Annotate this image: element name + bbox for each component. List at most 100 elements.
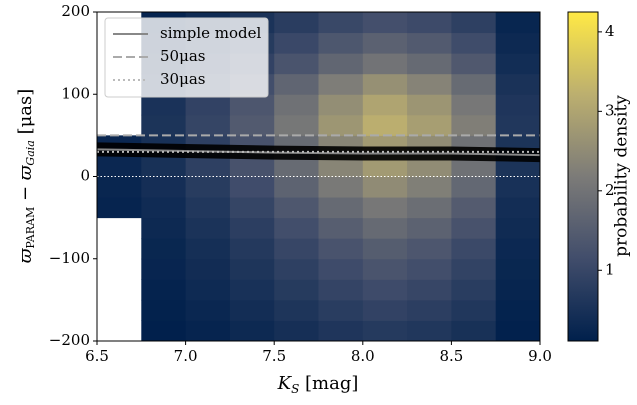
heatmap-cell xyxy=(495,114,541,136)
heatmap-cell xyxy=(362,12,408,34)
heatmap-cell xyxy=(407,32,452,54)
heatmap-cell xyxy=(141,197,187,219)
heatmap-cell xyxy=(318,94,364,116)
heatmap-cell xyxy=(141,258,187,280)
heatmap-cell xyxy=(362,53,408,75)
heatmap-cell xyxy=(274,53,319,75)
heatmap-cell xyxy=(274,155,319,177)
series-line xyxy=(96,148,541,157)
heatmap-cell xyxy=(407,176,452,198)
heatmap-cell xyxy=(274,12,319,34)
heatmap-cell xyxy=(407,155,452,177)
heatmap-cell xyxy=(274,73,319,95)
heatmap-cell xyxy=(185,176,231,198)
y-tick-label: 100 xyxy=(61,84,90,102)
colorbar-tick-label: 4 xyxy=(605,22,615,40)
heatmap-cell xyxy=(451,53,497,75)
x-tick-label: 8.5 xyxy=(439,347,463,365)
heatmap-cell xyxy=(407,258,452,280)
heatmap-cell xyxy=(185,217,231,239)
heatmap-cell xyxy=(229,114,275,136)
heatmap-cell xyxy=(451,12,497,34)
heatmap-cell xyxy=(495,238,541,260)
heatmap-cell xyxy=(407,299,452,321)
heatmap-cell xyxy=(274,94,319,116)
heatmap-cell xyxy=(362,176,408,198)
heatmap-cell xyxy=(451,217,497,239)
heatmap-cell xyxy=(229,217,275,239)
heatmap-cell xyxy=(229,238,275,260)
heatmap-cell xyxy=(318,12,364,34)
x-tick-label: 8.0 xyxy=(351,347,375,365)
heatmap-cell xyxy=(495,73,541,95)
heatmap-cell xyxy=(495,217,541,239)
legend-label: 50μas xyxy=(160,47,205,65)
heatmap-cell xyxy=(274,299,319,321)
heatmap-cell xyxy=(451,320,497,342)
heatmap-cell xyxy=(362,258,408,280)
x-tick-label: 7.0 xyxy=(174,347,198,365)
colorbar-tick-label: 1 xyxy=(605,260,615,278)
heatmap-cell xyxy=(451,73,497,95)
heatmap-cell xyxy=(274,114,319,136)
heatmap-cell xyxy=(362,114,408,136)
heatmap-cell xyxy=(229,279,275,301)
heatmap-cell xyxy=(185,155,231,177)
heatmap-cell xyxy=(451,155,497,177)
heatmap-cell xyxy=(318,258,364,280)
heatmap-cell xyxy=(141,320,187,342)
y-tick-label: −200 xyxy=(49,331,90,349)
heatmap-cell xyxy=(141,155,187,177)
heatmap-cell xyxy=(97,197,142,219)
heatmap-cell xyxy=(407,12,452,34)
heatmap-cell xyxy=(451,114,497,136)
heatmap-cell xyxy=(318,238,364,260)
heatmap-cell xyxy=(141,176,187,198)
heatmap-cell xyxy=(318,32,364,54)
heatmap-cell xyxy=(407,114,452,136)
colorbar-label: probability density xyxy=(612,95,632,257)
heatmap-cell xyxy=(495,197,541,219)
heatmap-cell xyxy=(495,12,541,34)
heatmap-cell xyxy=(185,258,231,280)
heatmap-cell xyxy=(318,320,364,342)
heatmap-cell xyxy=(229,197,275,219)
heatmap-cell xyxy=(185,94,231,116)
heatmap-cell xyxy=(274,32,319,54)
heatmap-cell xyxy=(185,279,231,301)
colorbar-tick-label: 3 xyxy=(605,101,615,119)
heatmap-cell xyxy=(495,32,541,54)
y-tick-label: 0 xyxy=(80,167,90,185)
x-axis-label: KS [mag] xyxy=(277,373,359,396)
heatmap-cell xyxy=(318,73,364,95)
heatmap-cell xyxy=(407,197,452,219)
heatmap-cell xyxy=(229,299,275,321)
heatmap-cell xyxy=(185,299,231,321)
heatmap-cell xyxy=(495,258,541,280)
heatmap-cell xyxy=(451,32,497,54)
colorbar xyxy=(567,11,599,342)
colorbar-tick-label: 2 xyxy=(605,181,615,199)
heatmap-cell xyxy=(451,238,497,260)
heatmap-cell xyxy=(141,279,187,301)
heatmap-cell xyxy=(495,53,541,75)
heatmap-cell xyxy=(407,320,452,342)
heatmap-cell xyxy=(141,114,187,136)
legend: simple model 50μas 30μas xyxy=(104,17,269,98)
heatmap-cell xyxy=(362,320,408,342)
heatmap-cell xyxy=(451,258,497,280)
heatmap-cell xyxy=(318,114,364,136)
heatmap-cell xyxy=(97,155,142,177)
heatmap-cell xyxy=(229,320,275,342)
heatmap-cell xyxy=(274,217,319,239)
heatmap-cell xyxy=(362,299,408,321)
heatmap-cell xyxy=(495,94,541,116)
heatmap-cell xyxy=(407,279,452,301)
heatmap-cell xyxy=(274,238,319,260)
heatmap-cell xyxy=(185,238,231,260)
heatmap-cell xyxy=(407,217,452,239)
heatmap-cell xyxy=(495,176,541,198)
x-tick-label: 7.5 xyxy=(262,347,286,365)
heatmap-cell xyxy=(362,197,408,219)
